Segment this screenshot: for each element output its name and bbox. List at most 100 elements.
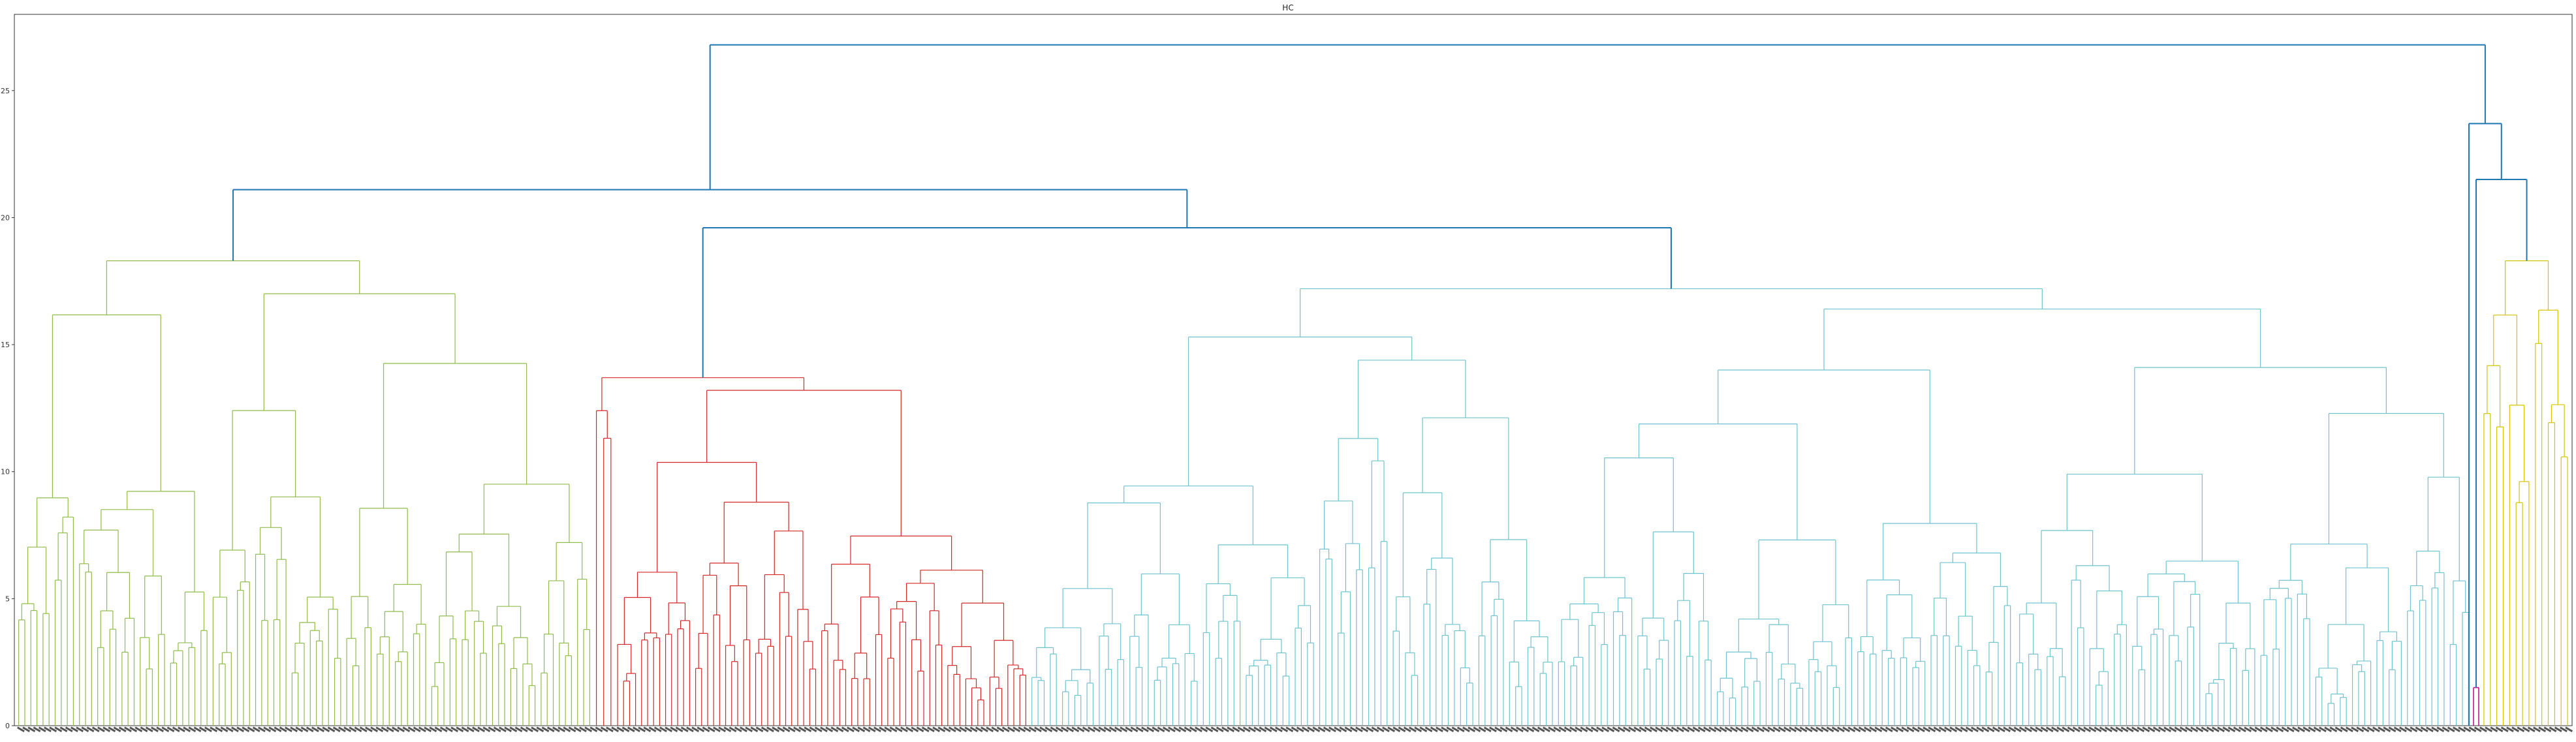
leaf-label (1323, 726, 1331, 732)
leaf-label (402, 726, 411, 732)
leaf-label (986, 726, 994, 732)
leaf-label (1671, 726, 1679, 732)
leaf-label (1403, 726, 1411, 732)
leaf-label (755, 726, 764, 732)
leaf-label (2030, 726, 2038, 732)
leaf-label (573, 726, 582, 732)
leaf-label (1328, 726, 1336, 732)
leaf-label (2308, 726, 2316, 732)
leaf-label (225, 726, 234, 732)
leaf-label (2346, 726, 2353, 732)
leaf-label (675, 726, 683, 732)
leaf-label (1757, 726, 1765, 732)
leaf-label (1665, 726, 1674, 732)
leaf-label (1135, 726, 1144, 732)
leaf-label (91, 726, 100, 732)
leaf-label (2244, 726, 2252, 732)
leaf-label (2517, 726, 2525, 732)
leaf-label (1762, 726, 1770, 732)
leaf-label (723, 726, 732, 732)
leaf-label (1082, 726, 1090, 732)
leaf-label (1751, 726, 1759, 732)
y-tick-label: 10 (1, 468, 10, 476)
leaf-label (766, 726, 774, 732)
leaf-label (2356, 726, 2364, 732)
leaf-label (1938, 726, 1947, 732)
leaf-label (2227, 726, 2236, 732)
leaf-label (1462, 726, 1470, 732)
leaf-label (2426, 726, 2434, 732)
leaf-label (65, 726, 73, 732)
leaf-label (188, 726, 196, 732)
leaf-label (2147, 726, 2156, 732)
leaf-label (1998, 726, 2005, 732)
leaf-label (1911, 726, 1920, 732)
leaf-label (1339, 726, 1347, 732)
leaf-label (1189, 726, 1197, 732)
leaf-label (86, 726, 95, 732)
leaf-label (1687, 726, 1695, 732)
leaf-label (1708, 726, 1717, 732)
leaf-label (2366, 726, 2375, 732)
leaf-label (1928, 726, 1936, 732)
leaf-label (1596, 726, 1604, 732)
leaf-label (140, 726, 148, 732)
leaf-label (150, 726, 159, 732)
leaf-label (129, 726, 138, 732)
leaf-label (123, 726, 132, 732)
leaf-label (1152, 726, 1160, 732)
leaf-label (1076, 726, 1085, 732)
leaf-label (2088, 726, 2097, 732)
leaf-label (413, 726, 421, 732)
leaf-label (787, 726, 796, 732)
leaf-label (2195, 726, 2204, 732)
leaf-label (317, 726, 325, 732)
leaf-label (653, 726, 662, 732)
leaf-label (541, 726, 550, 732)
leaf-label (1992, 726, 2000, 732)
leaf-label (198, 726, 207, 732)
leaf-label (1789, 726, 1797, 732)
leaf-label (1430, 726, 1438, 732)
leaf-label (713, 726, 721, 732)
leaf-label (1607, 726, 1615, 732)
leaf-label (359, 726, 368, 732)
leaf-label (1531, 726, 1540, 732)
leaf-label (1778, 726, 1786, 732)
leaf-label (1601, 726, 1610, 732)
leaf-label (1098, 726, 1107, 732)
leaf-label (862, 726, 871, 732)
leaf-label (750, 726, 759, 732)
leaf-label (1184, 726, 1192, 732)
leaf-label (2506, 726, 2514, 732)
leaf-label (531, 726, 539, 732)
leaf-label (76, 726, 84, 732)
leaf-label (546, 726, 555, 732)
leaf-label (509, 726, 518, 732)
leaf-label (1558, 726, 1567, 732)
leaf-label (809, 726, 817, 732)
leaf-label (1007, 726, 1015, 732)
leaf-label (2420, 726, 2428, 732)
leaf-label (1344, 726, 1353, 732)
leaf-label (370, 726, 379, 732)
leaf-label (1055, 726, 1063, 732)
leaf-label (2410, 726, 2418, 732)
leaf-label (889, 726, 898, 732)
leaf-label (349, 726, 357, 732)
leaf-label (471, 726, 480, 732)
leaf-label (27, 726, 36, 732)
leaf-label (745, 726, 753, 732)
leaf-label (996, 726, 1005, 732)
leaf-label (407, 726, 416, 732)
leaf-label (2083, 726, 2092, 732)
leaf-label (2212, 726, 2220, 732)
leaf-label (1521, 726, 1530, 732)
leaf-label (1018, 726, 1026, 732)
leaf-label (2137, 726, 2145, 732)
leaf-label (156, 726, 165, 732)
leaf-label (1195, 726, 1202, 732)
leaf-label (2206, 726, 2214, 732)
leaf-label (2259, 726, 2268, 732)
leaf-label (1178, 726, 1187, 732)
